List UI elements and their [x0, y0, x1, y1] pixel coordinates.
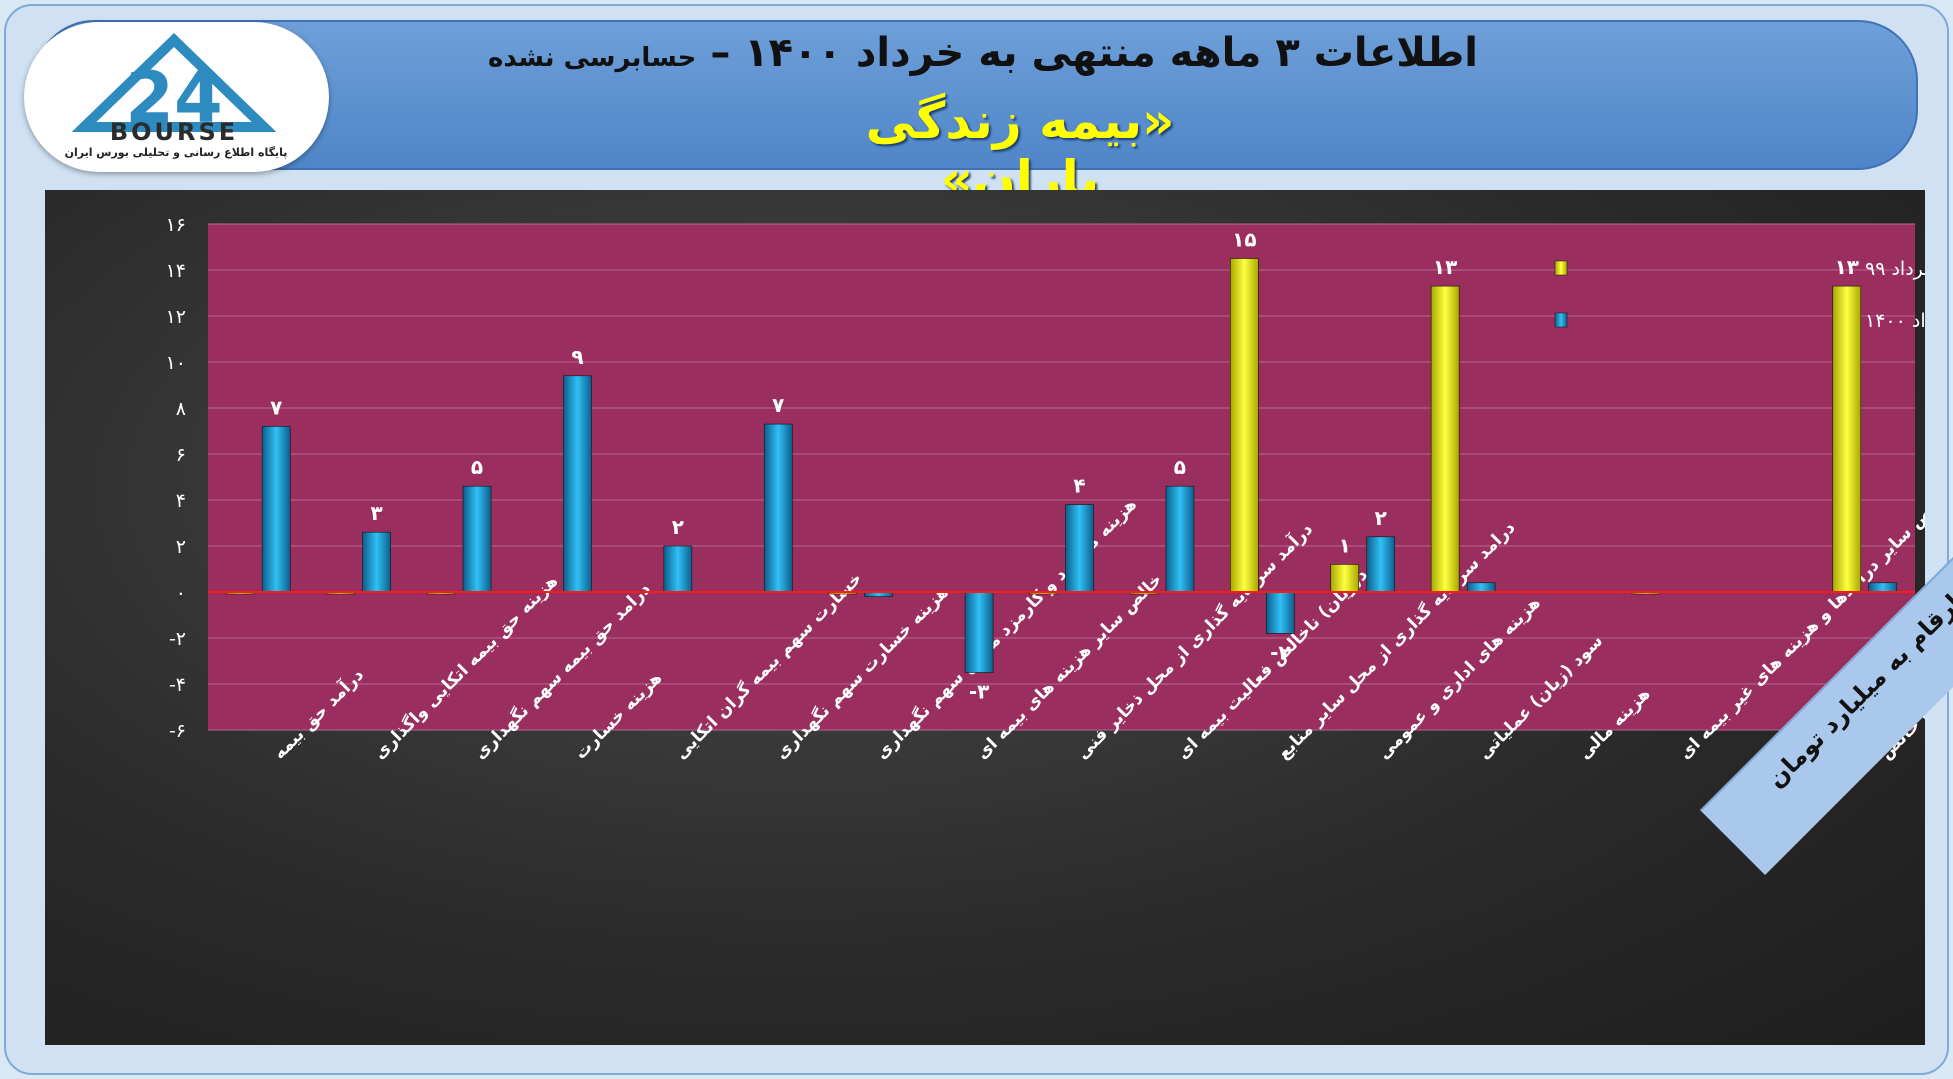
chart-area: ۱۶ ۱۴ ۱۲ ۱۰ ۸ ۶ ۴ ۲ ۰ -۲ -۴ -۶ ۷ درآمد حق بیمه ۳ هزینه …	[45, 190, 1953, 1045]
bar-99	[1430, 285, 1460, 593]
data-label: ۹	[571, 345, 583, 369]
legend-swatch-1400	[1554, 312, 1568, 328]
y-tick-label: ۰	[176, 582, 186, 604]
y-tick-label: -۶	[169, 720, 186, 742]
bar-99	[1330, 564, 1360, 593]
plot-background	[208, 224, 1915, 730]
data-label: -۳	[969, 680, 990, 704]
bar-1400	[1366, 536, 1396, 593]
y-tick-label: -۴	[169, 674, 186, 696]
data-label: ۳	[371, 501, 383, 525]
data-label: ۴	[1073, 474, 1085, 498]
logo-mark-icon: 24	[71, 33, 277, 139]
bar-1400	[1165, 485, 1195, 593]
bar-1400	[663, 545, 693, 593]
legend-label: عملکرد منتهی به خرداد ۹۹	[1865, 258, 1925, 280]
data-label: ۱۵	[1232, 228, 1256, 252]
y-tick-label: ۸	[176, 398, 186, 420]
bar-1400	[462, 485, 492, 593]
y-tick-label: -۲	[169, 628, 186, 650]
data-label: ۵	[471, 455, 483, 479]
data-label: ۲	[672, 515, 684, 539]
logo-mark: 24	[125, 57, 222, 139]
bar-1400	[1868, 582, 1898, 593]
data-label: ۵	[1174, 455, 1186, 479]
y-tick-label: ۱۴	[166, 260, 186, 282]
y-tick-label: ۶	[176, 444, 186, 466]
unit-note-badge	[1693, 819, 1953, 1079]
bar-99	[1230, 258, 1259, 593]
y-tick-label: ۲	[176, 536, 186, 558]
bourse24-logo: 24	[24, 22, 329, 172]
title-suffix: حسابرسی نشده	[487, 43, 697, 73]
page-title: اطلاعات ۳ ماهه منتهی به خرداد ۱۴۰۰ – حسا…	[433, 30, 1533, 76]
y-tick-label: ۱۰	[166, 352, 186, 374]
header-banner	[34, 20, 1918, 170]
bar-1400	[1466, 582, 1496, 593]
data-label: ۱۳	[1835, 255, 1859, 279]
data-label: ۷	[270, 395, 282, 419]
legend-swatch-99	[1554, 260, 1568, 276]
data-label: ۲	[1375, 506, 1387, 530]
bar-1400	[362, 531, 391, 593]
logo-name: BOURSE	[109, 118, 239, 146]
bar-1400	[1065, 504, 1094, 593]
bar-1400	[563, 375, 592, 593]
data-label: ۷	[772, 393, 784, 417]
y-tick-label: ۱۲	[166, 306, 186, 328]
legend-label: عملکرد منتهی به خرداد ۱۴۰۰	[1865, 310, 1925, 332]
y-tick-label: ۴	[176, 490, 186, 512]
y-tick-label: ۱۶	[166, 214, 186, 236]
data-label: ۱	[1339, 533, 1351, 557]
bar-1400	[964, 591, 994, 673]
bar-99	[1832, 285, 1862, 593]
bar-1400	[1266, 591, 1295, 634]
logo-tagline: پایگاه اطلاع رسانی و تحلیلی بورس ایران	[64, 146, 288, 159]
data-label: ۱۳	[1433, 255, 1457, 279]
data-label: -۲	[1270, 640, 1291, 664]
title-main: اطلاعات ۳ ماهه منتهی به خرداد ۱۴۰۰ –	[710, 30, 1479, 76]
bar-1400	[763, 423, 793, 593]
bar-1400	[261, 426, 291, 593]
